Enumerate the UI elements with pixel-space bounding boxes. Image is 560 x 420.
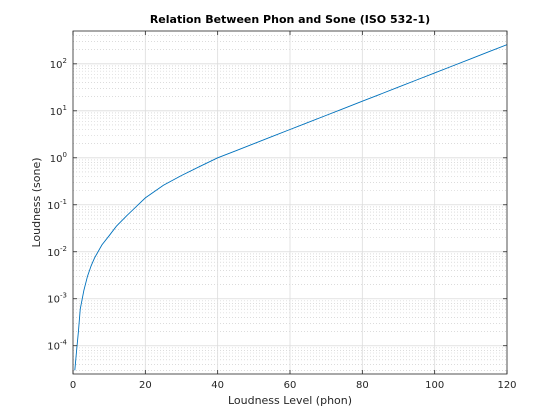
y-tick-label: 101 bbox=[50, 104, 67, 118]
y-tick-label: 10-4 bbox=[47, 339, 67, 353]
series-layer bbox=[74, 44, 507, 371]
x-tick-label: 100 bbox=[425, 380, 444, 391]
y-tick-label: 10-2 bbox=[47, 245, 67, 259]
x-tick-label: 0 bbox=[70, 380, 76, 391]
x-axis-label: Loudness Level (phon) bbox=[228, 394, 352, 407]
y-tick-label: 100 bbox=[50, 151, 67, 165]
x-axis-ticks: 0 20 40 60 80 100 120 bbox=[70, 31, 517, 391]
x-tick-label: 120 bbox=[497, 380, 516, 391]
x-tick-label: 60 bbox=[284, 380, 297, 391]
x-tick-label: 40 bbox=[211, 380, 224, 391]
chart-title: Relation Between Phon and Sone (ISO 532-… bbox=[150, 13, 430, 26]
x-tick-label: 80 bbox=[356, 380, 369, 391]
x-tick-label: 20 bbox=[139, 380, 152, 391]
series-line-1 bbox=[74, 44, 507, 371]
y-axis-label: Loudness (sone) bbox=[30, 157, 43, 247]
major-grid bbox=[73, 31, 507, 374]
y-tick-label: 10-1 bbox=[47, 198, 67, 212]
y-tick-label: 102 bbox=[50, 57, 67, 71]
y-tick-label: 10-3 bbox=[47, 292, 67, 306]
y-axis-ticks: 10-4 10-3 10-2 10-1 100 101 102 bbox=[47, 57, 507, 353]
